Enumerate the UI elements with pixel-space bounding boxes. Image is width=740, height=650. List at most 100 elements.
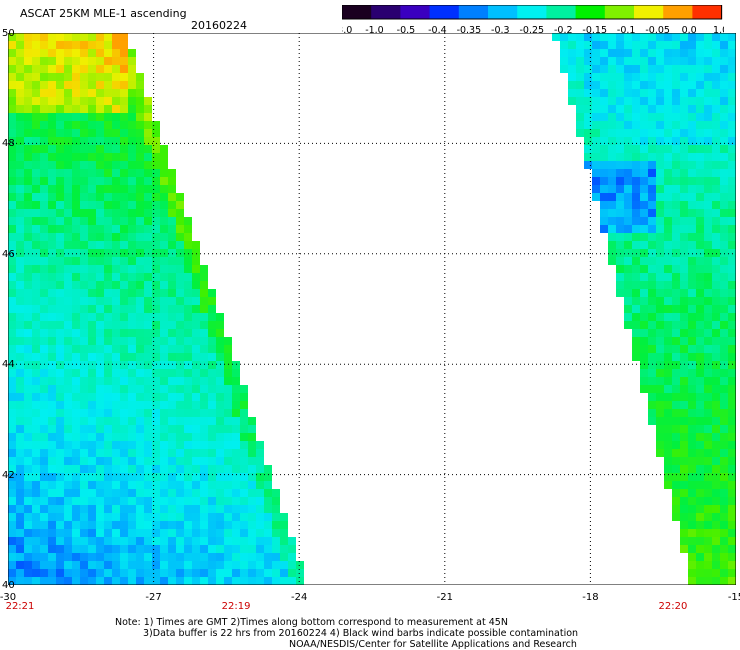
data-cell — [672, 473, 680, 481]
data-cell — [648, 161, 656, 169]
data-cell — [696, 89, 704, 97]
data-cell — [24, 273, 32, 281]
data-cell — [208, 417, 216, 425]
note-line-2: 3)Data buffer is 22 hrs from 20160224 4)… — [143, 628, 579, 639]
data-cell — [720, 409, 728, 417]
data-cell — [120, 305, 128, 313]
data-cell — [24, 49, 32, 57]
data-cell — [144, 457, 152, 465]
data-cell — [64, 289, 72, 297]
data-cell — [64, 129, 72, 137]
data-cell — [672, 145, 680, 153]
data-cell — [648, 209, 656, 217]
data-cell — [64, 57, 72, 65]
data-cell — [232, 377, 240, 385]
data-cell — [88, 537, 96, 545]
data-cell — [656, 137, 664, 145]
data-cell — [616, 265, 624, 273]
data-cell — [152, 161, 160, 169]
data-cell — [728, 321, 736, 329]
data-cell — [256, 553, 264, 561]
data-cell — [632, 129, 640, 137]
data-cell — [64, 313, 72, 321]
data-cell — [80, 201, 88, 209]
data-cell — [712, 417, 720, 425]
data-cell — [56, 241, 64, 249]
data-cell — [8, 281, 16, 289]
data-cell — [128, 249, 136, 257]
data-cell — [216, 417, 224, 425]
data-cell — [616, 113, 624, 121]
data-cell — [8, 233, 16, 241]
data-cell — [664, 409, 672, 417]
data-cell — [184, 281, 192, 289]
data-cell — [56, 377, 64, 385]
data-cell — [648, 169, 656, 177]
data-cell — [128, 497, 136, 505]
data-cell — [632, 41, 640, 49]
data-cell — [672, 353, 680, 361]
data-cell — [672, 129, 680, 137]
data-cell — [40, 401, 48, 409]
data-cell — [208, 457, 216, 465]
data-cell — [64, 521, 72, 529]
data-cell — [704, 337, 712, 345]
data-cell — [40, 369, 48, 377]
data-cell — [48, 537, 56, 545]
data-cell — [208, 537, 216, 545]
data-cell — [624, 185, 632, 193]
data-cell — [296, 569, 304, 577]
data-cell — [136, 249, 144, 257]
data-cell — [632, 257, 640, 265]
data-cell — [592, 177, 600, 185]
data-cell — [168, 273, 176, 281]
data-cell — [648, 353, 656, 361]
data-cell — [48, 89, 56, 97]
data-cell — [16, 345, 24, 353]
data-cell — [48, 121, 56, 129]
data-cell — [64, 265, 72, 273]
data-cell — [224, 561, 232, 569]
data-cell — [624, 217, 632, 225]
data-cell — [32, 425, 40, 433]
data-cell — [616, 257, 624, 265]
data-cell — [56, 409, 64, 417]
data-cell — [616, 49, 624, 57]
data-cell — [120, 321, 128, 329]
data-cell — [40, 409, 48, 417]
data-cell — [208, 577, 216, 585]
data-cell — [256, 521, 264, 529]
data-cell — [16, 385, 24, 393]
data-cell — [32, 521, 40, 529]
data-cell — [680, 473, 688, 481]
data-cell — [576, 89, 584, 97]
data-cell — [704, 177, 712, 185]
data-cell — [680, 297, 688, 305]
data-cell — [48, 529, 56, 537]
data-cell — [72, 337, 80, 345]
data-cell — [80, 249, 88, 257]
data-cell — [8, 161, 16, 169]
data-cell — [664, 457, 672, 465]
data-cell — [112, 545, 120, 553]
data-cell — [64, 433, 72, 441]
data-cell — [680, 377, 688, 385]
data-cell — [656, 233, 664, 241]
data-cell — [640, 81, 648, 89]
data-cell — [144, 97, 152, 105]
data-cell — [40, 57, 48, 65]
data-cell — [168, 353, 176, 361]
data-cell — [16, 89, 24, 97]
data-cell — [168, 257, 176, 265]
data-cell — [8, 121, 16, 129]
data-cell — [128, 225, 136, 233]
data-cell — [656, 401, 664, 409]
data-cell — [664, 177, 672, 185]
data-cell — [704, 537, 712, 545]
data-cell — [56, 33, 64, 41]
data-cell — [72, 281, 80, 289]
data-cell — [664, 89, 672, 97]
data-cell — [40, 217, 48, 225]
data-cell — [40, 129, 48, 137]
data-cell — [712, 393, 720, 401]
